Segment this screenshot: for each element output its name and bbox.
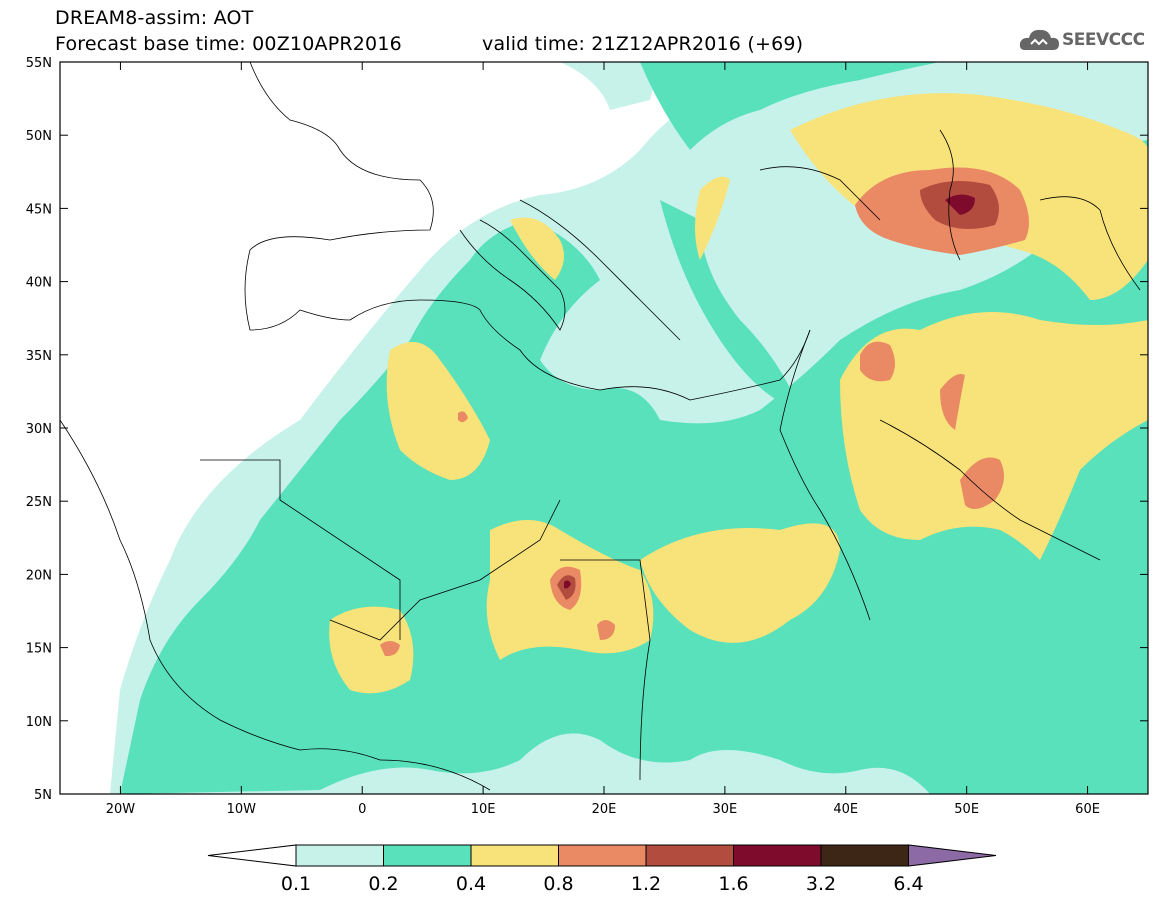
colorbar-label: 1.6 <box>718 873 748 895</box>
lon-label: 10E <box>471 802 496 817</box>
colorbar-box <box>645 844 734 867</box>
colorbar-label: 0.1 <box>281 873 311 895</box>
valid-time: valid time: 21Z12APR2016 (+69) <box>482 33 804 55</box>
colorbar-box <box>733 844 822 867</box>
colorbar-box <box>295 844 384 867</box>
lat-label: 25N <box>26 495 52 510</box>
colorbar-over-triangle <box>908 844 997 867</box>
lon-label: 50E <box>954 802 979 817</box>
colorbar-under-triangle <box>207 844 297 867</box>
colorbar-box <box>820 844 909 867</box>
logo-text: SEEVCCC <box>1062 30 1145 50</box>
map-title: DREAM8-assim: AOT <box>55 7 254 29</box>
lon-label: 20E <box>592 802 617 817</box>
cloud-logo-icon <box>1019 29 1059 50</box>
forecast-base-time: Forecast base time: 00Z10APR2016 <box>55 33 402 55</box>
lat-label: 20N <box>26 568 52 583</box>
lon-label: 40E <box>833 802 858 817</box>
colorbar-label: 0.2 <box>368 873 398 895</box>
colorbar-box <box>558 844 647 867</box>
lat-label: 35N <box>26 349 52 364</box>
colorbar-label: 1.2 <box>631 873 661 895</box>
colorbar-label: 0.8 <box>543 873 573 895</box>
lat-label: 55N <box>26 56 52 71</box>
lon-label: 20W <box>106 802 136 817</box>
lon-label: 0 <box>358 802 366 817</box>
colorbar-box <box>383 844 472 867</box>
colorbar-box <box>470 844 559 867</box>
colorbar-label: 0.4 <box>456 873 486 895</box>
colorbar <box>207 844 997 867</box>
lat-label: 5N <box>34 788 52 803</box>
lat-label: 30N <box>26 422 52 437</box>
lat-label: 45N <box>26 202 52 217</box>
lon-label: 10W <box>227 802 257 817</box>
colorbar-label: 6.4 <box>893 873 923 895</box>
coastlines <box>60 62 1141 791</box>
colorbar-label: 3.2 <box>806 873 836 895</box>
lat-label: 40N <box>26 276 52 291</box>
aot-field <box>60 62 1148 794</box>
lat-label: 10N <box>26 715 52 730</box>
lon-label: 30E <box>713 802 738 817</box>
lat-label: 50N <box>26 129 52 144</box>
lon-label: 60E <box>1075 802 1100 817</box>
lat-label: 15N <box>26 642 52 657</box>
